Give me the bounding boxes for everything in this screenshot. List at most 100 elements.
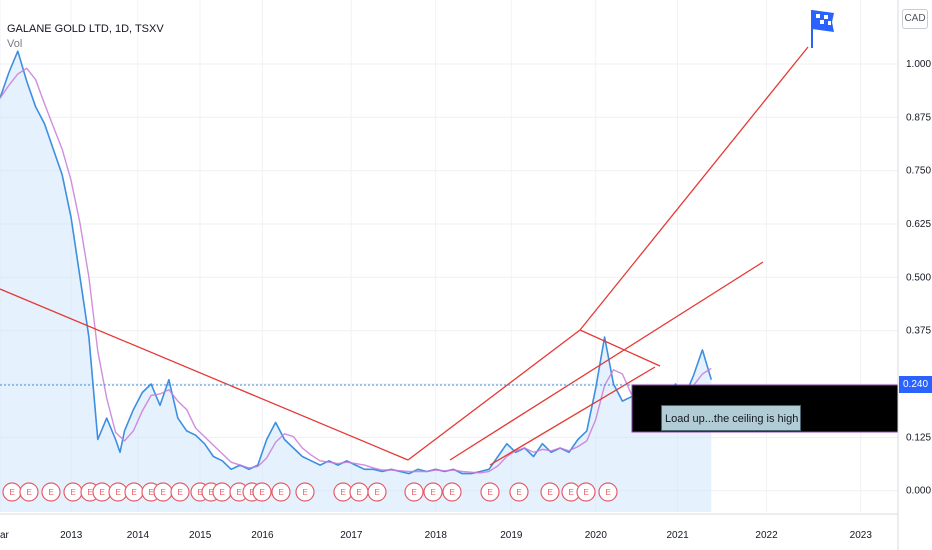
earnings-marker-circle bbox=[19, 482, 39, 502]
earnings-marker-label: E bbox=[412, 488, 417, 497]
x-tick-label: 2017 bbox=[340, 530, 363, 541]
earnings-marker: E bbox=[271, 482, 291, 502]
earnings-marker: E bbox=[295, 482, 315, 502]
earnings-marker: E bbox=[576, 482, 596, 502]
earnings-marker-label: E bbox=[149, 488, 154, 497]
earnings-marker-label: E bbox=[569, 488, 574, 497]
annotation-note[interactable]: Load up...the ceiling is high bbox=[661, 405, 801, 431]
earnings-marker-label: E bbox=[116, 488, 121, 497]
x-tick-label: 2013 bbox=[60, 530, 83, 541]
flag-checker bbox=[816, 14, 820, 18]
earnings-marker-label: E bbox=[488, 488, 493, 497]
earnings-marker-label: E bbox=[250, 488, 255, 497]
trendline bbox=[407, 329, 581, 461]
x-tick-label: 2021 bbox=[667, 530, 690, 541]
earnings-marker-circle bbox=[252, 482, 272, 502]
earnings-marker: E bbox=[252, 482, 272, 502]
earnings-marker-label: E bbox=[220, 488, 225, 497]
price-area-fill bbox=[0, 51, 712, 512]
trendline bbox=[579, 46, 809, 331]
moving-average-line bbox=[0, 67, 712, 474]
earnings-marker-label: E bbox=[198, 488, 203, 497]
flag-icon[interactable] bbox=[811, 10, 834, 48]
earnings-marker-circle bbox=[367, 482, 387, 502]
y-tick-label: 0.875 bbox=[906, 112, 931, 123]
earnings-marker-label: E bbox=[71, 488, 76, 497]
y-tick-label: 0.375 bbox=[906, 326, 931, 337]
earnings-marker-label: E bbox=[375, 488, 380, 497]
earnings-marker: E bbox=[423, 482, 443, 502]
earnings-marker-label: E bbox=[237, 488, 242, 497]
currency-button[interactable]: CAD bbox=[902, 9, 928, 29]
x-tick-label: 2014 bbox=[127, 530, 150, 541]
earnings-marker: E bbox=[404, 482, 424, 502]
earnings-marker-label: E bbox=[132, 488, 137, 497]
earnings-marker: E bbox=[598, 482, 618, 502]
current-price-tag: 0.240 bbox=[899, 376, 932, 393]
earnings-marker: E bbox=[333, 482, 353, 502]
earnings-marker-label: E bbox=[100, 488, 105, 497]
earnings-marker-circle bbox=[423, 482, 443, 502]
earnings-marker-circle bbox=[540, 482, 560, 502]
earnings-marker-label: E bbox=[450, 488, 455, 497]
earnings-marker-circle bbox=[41, 482, 61, 502]
earnings-marker: E bbox=[367, 482, 387, 502]
earnings-marker: E bbox=[92, 482, 112, 502]
trendline bbox=[0, 288, 409, 461]
x-tick-label: 2019 bbox=[500, 530, 523, 541]
earnings-marker: E bbox=[480, 482, 500, 502]
earnings-marker-label: E bbox=[606, 488, 611, 497]
flag-checker bbox=[824, 15, 828, 19]
earnings-marker-label: E bbox=[431, 488, 436, 497]
earnings-marker: E bbox=[540, 482, 560, 502]
y-tick-label: 0.500 bbox=[906, 272, 931, 283]
earnings-marker: E bbox=[153, 482, 173, 502]
earnings-marker: E bbox=[124, 482, 144, 502]
earnings-marker-label: E bbox=[88, 488, 93, 497]
earnings-marker-circle bbox=[442, 482, 462, 502]
earnings-marker: E bbox=[170, 482, 190, 502]
y-tick-label: 0.125 bbox=[906, 432, 931, 443]
y-tick-label: 0.000 bbox=[906, 486, 931, 497]
y-tick-label: 1.000 bbox=[906, 59, 931, 70]
symbol-title[interactable]: GALANE GOLD LTD, 1D, TSXV bbox=[7, 23, 164, 35]
earnings-marker: E bbox=[108, 482, 128, 502]
earnings-marker-label: E bbox=[357, 488, 362, 497]
earnings-marker: E bbox=[212, 482, 232, 502]
earnings-marker-label: E bbox=[178, 488, 183, 497]
x-tick-label: ar bbox=[0, 530, 10, 541]
volume-indicator-label[interactable]: Vol bbox=[7, 38, 23, 50]
earnings-marker-label: E bbox=[209, 488, 214, 497]
earnings-marker-circle bbox=[295, 482, 315, 502]
earnings-marker-label: E bbox=[161, 488, 166, 497]
earnings-marker-circle bbox=[271, 482, 291, 502]
x-tick-label: 2016 bbox=[251, 530, 274, 541]
earnings-marker: E bbox=[509, 482, 529, 502]
earnings-marker-circle bbox=[404, 482, 424, 502]
earnings-marker-label: E bbox=[584, 488, 589, 497]
earnings-marker-circle bbox=[170, 482, 190, 502]
x-tick-label: 2018 bbox=[425, 530, 448, 541]
earnings-marker: E bbox=[19, 482, 39, 502]
x-tick-label: 2023 bbox=[850, 530, 873, 541]
y-tick-label: 0.625 bbox=[906, 219, 931, 230]
earnings-marker: E bbox=[442, 482, 462, 502]
x-tick-label: 2022 bbox=[755, 530, 778, 541]
flag-checker bbox=[820, 20, 824, 24]
earnings-marker-label: E bbox=[10, 488, 15, 497]
earnings-marker-circle bbox=[509, 482, 529, 502]
earnings-marker-label: E bbox=[260, 488, 265, 497]
trendline bbox=[489, 366, 656, 466]
earnings-marker-label: E bbox=[49, 488, 54, 497]
earnings-marker-label: E bbox=[548, 488, 553, 497]
earnings-marker-label: E bbox=[341, 488, 346, 497]
earnings-marker-circle bbox=[598, 482, 618, 502]
x-tick-label: 2020 bbox=[585, 530, 608, 541]
earnings-marker-label: E bbox=[303, 488, 308, 497]
earnings-marker: E bbox=[349, 482, 369, 502]
earnings-marker-circle bbox=[480, 482, 500, 502]
earnings-marker: E bbox=[63, 482, 83, 502]
earnings-marker-label: E bbox=[279, 488, 284, 497]
